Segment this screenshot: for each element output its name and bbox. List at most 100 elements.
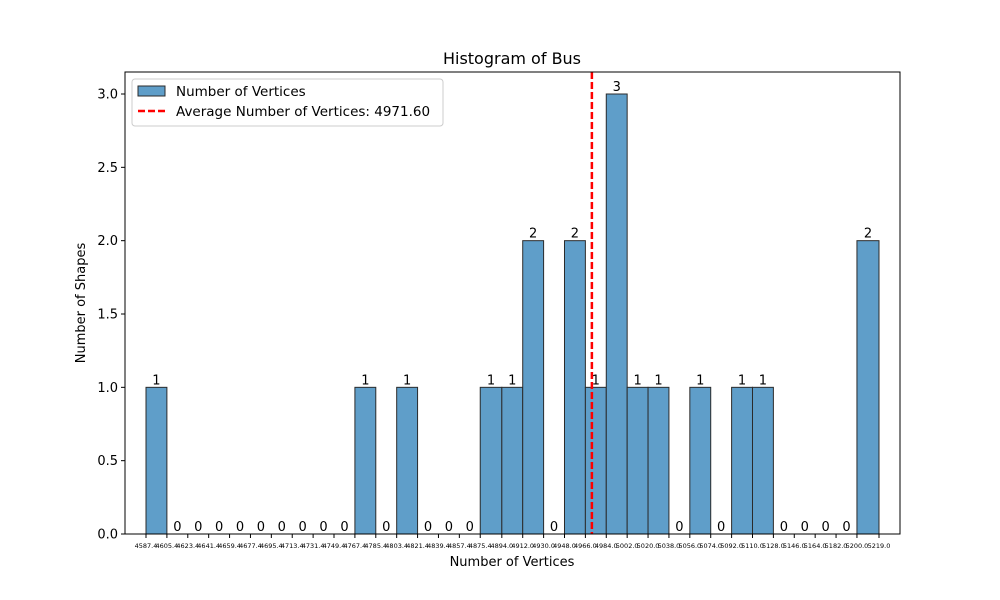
bar-count-label: 1 [361, 373, 369, 388]
bar-count-label: 1 [508, 373, 516, 388]
histogram-bar [689, 386, 712, 535]
x-tick-label: 4839.4 [427, 542, 450, 550]
bar-count-label: 0 [424, 520, 432, 535]
bar-count-label: 1 [759, 373, 767, 388]
histogram-bar [626, 386, 649, 535]
bar-count-label: 0 [780, 520, 788, 535]
x-tick-label: 4731.4 [302, 542, 325, 550]
x-tick-label: 5146.0 [783, 542, 806, 550]
x-tick-label: 4984.0 [595, 542, 618, 550]
x-axis-label: Number of Vertices [450, 555, 575, 570]
x-tick-label: 4821.4 [406, 542, 429, 550]
x-tick-label: 4803.4 [385, 542, 408, 550]
x-tick-label: 5002.0 [616, 542, 639, 550]
x-tick-label: 4857.4 [448, 542, 471, 550]
bar-count-label: 1 [696, 373, 704, 388]
x-tick-label: 5074.0 [699, 542, 722, 550]
x-tick-label: 4677.4 [239, 542, 262, 550]
histogram-bar [584, 386, 607, 535]
x-tick-label: 5038.0 [658, 542, 681, 550]
x-axis: 4587.44605.44623.44641.44659.44677.44695… [135, 534, 891, 550]
y-tick-label: 3.0 [97, 88, 118, 103]
legend-bar-swatch [137, 85, 166, 97]
histogram-bar [731, 386, 753, 535]
x-tick-label: 5056.0 [678, 542, 701, 550]
bar-count-label: 3 [613, 80, 621, 95]
histogram-bar [522, 240, 545, 535]
histogram-bar [396, 386, 419, 535]
bar-count-label: 0 [319, 520, 327, 535]
bar-count-label: 0 [278, 520, 286, 535]
bar-count-label: 0 [445, 520, 453, 535]
histogram-bar [647, 386, 670, 535]
bar-count-label: 1 [633, 373, 641, 388]
x-tick-label: 4587.4 [135, 542, 158, 550]
x-tick-label: 4785.4 [364, 542, 387, 550]
x-tick-label: 4894.0 [490, 542, 513, 550]
bar-count-label: 0 [215, 520, 223, 535]
y-tick-label: 0.5 [97, 454, 118, 469]
x-tick-label: 4912.0 [511, 542, 534, 550]
legend: Number of Vertices Average Number of Ver… [131, 78, 444, 127]
x-tick-label: 5110.0 [741, 542, 764, 550]
y-axis: 0.0 0.5 1.0 1.5 2.0 2.5 3.0 [97, 88, 125, 543]
bar-count-label: 1 [592, 373, 600, 388]
histogram-bar [856, 240, 880, 535]
bar-count-label: 0 [801, 520, 809, 535]
x-tick-label: 5182.0 [825, 542, 848, 550]
plot-frame [124, 71, 901, 535]
y-tick-label: 1.5 [97, 308, 118, 323]
x-tick-label: 4695.4 [260, 542, 283, 550]
x-tick-label: 4623.4 [176, 542, 199, 550]
bar-count-label: 0 [382, 520, 390, 535]
bar-count-label: 0 [550, 520, 558, 535]
bar-count-label: 0 [173, 520, 181, 535]
bar-count-label: 0 [257, 520, 265, 535]
histogram-bar [479, 386, 503, 535]
bar-count-label: 0 [340, 520, 348, 535]
x-tick-label: 5020.0 [637, 542, 660, 550]
bar-count-label: 1 [152, 373, 160, 388]
bar-count-label: 0 [717, 520, 725, 535]
histogram-bar [354, 386, 377, 535]
bar-count-label: 1 [738, 373, 746, 388]
legend-series-label: Number of Vertices [176, 84, 306, 100]
bar-count-label: 0 [194, 520, 202, 535]
y-tick-label: 0.0 [97, 528, 118, 543]
x-tick-label: 5200.0 [846, 542, 869, 550]
y-tick-label: 2.0 [97, 234, 118, 249]
histogram-bar [501, 386, 524, 535]
x-tick-label: 4930.0 [532, 542, 555, 550]
bar-count-label: 2 [864, 227, 872, 242]
x-tick-label: 5092.0 [720, 542, 743, 550]
histogram-bar [751, 386, 774, 535]
histogram-bar [605, 93, 628, 535]
legend-box [131, 78, 444, 127]
chart-title: Histogram of Bus [443, 49, 581, 68]
bar-count-label: 2 [571, 227, 579, 242]
bar-count-label: 0 [299, 520, 307, 535]
x-tick-label: 5219.0 [868, 542, 891, 550]
x-tick-label: 4875.4 [469, 542, 492, 550]
x-tick-label: 4659.4 [218, 542, 241, 550]
x-tick-label: 5164.0 [804, 542, 827, 550]
histogram-bar [145, 386, 168, 535]
bar-count-label: 2 [529, 227, 537, 242]
bar-count-label: 0 [821, 520, 829, 535]
x-tick-label: 4641.4 [197, 542, 220, 550]
y-tick-label: 2.5 [97, 161, 118, 176]
histogram-bar [563, 240, 586, 535]
bars-group [145, 93, 880, 535]
x-tick-label: 5128.0 [762, 542, 785, 550]
bar-count-label: 1 [403, 373, 411, 388]
bar-count-label: 0 [842, 520, 850, 535]
x-tick-label: 4713.4 [281, 542, 304, 550]
y-axis-label: Number of Shapes [74, 243, 89, 364]
bar-count-label: 0 [675, 520, 683, 535]
y-tick-label: 1.0 [97, 381, 118, 396]
x-tick-label: 4767.4 [344, 542, 367, 550]
bar-count-label: 1 [654, 373, 662, 388]
x-tick-label: 4605.4 [156, 542, 179, 550]
